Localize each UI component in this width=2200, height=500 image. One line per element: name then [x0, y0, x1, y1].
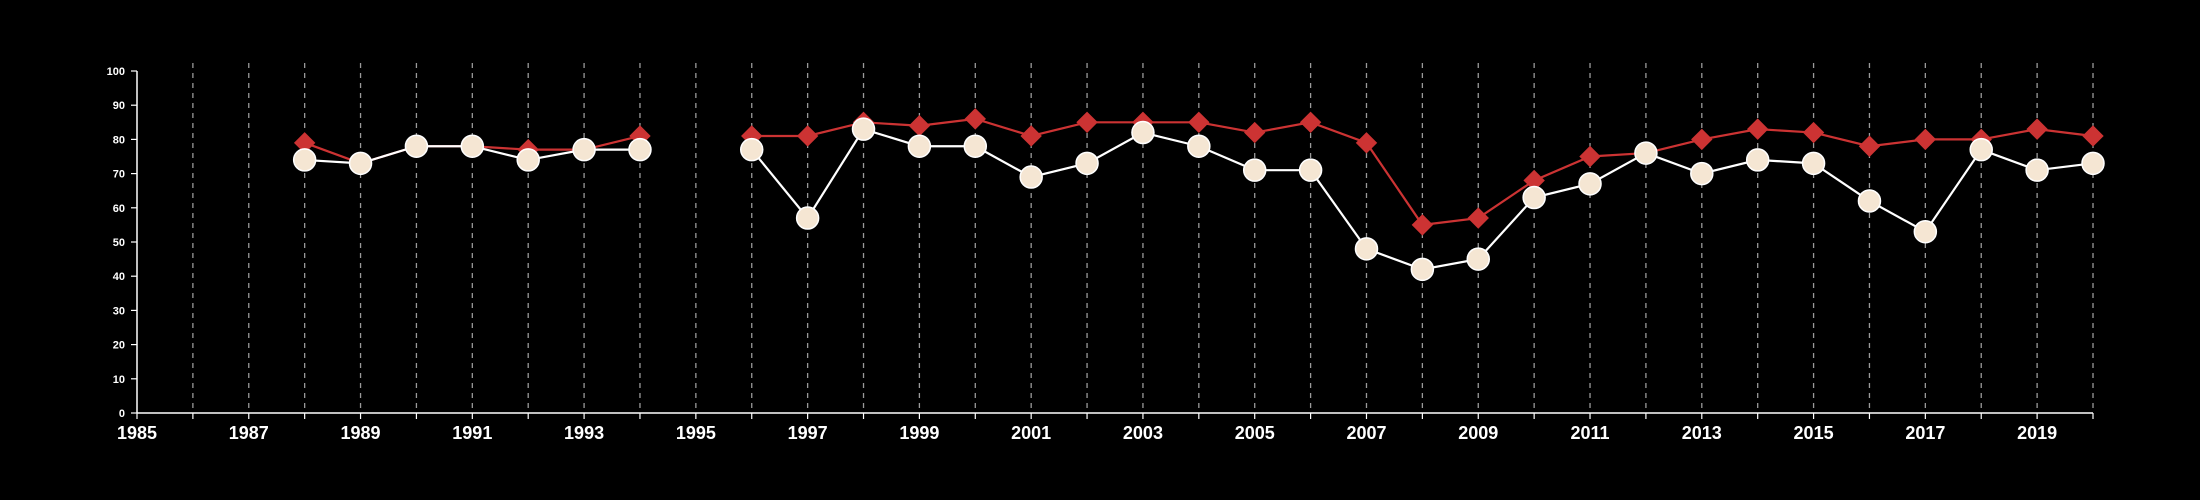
data-point-diamond: [1914, 128, 1937, 151]
data-point-diamond: [1299, 111, 1322, 134]
data-point-diamond: [964, 108, 986, 130]
x-tick-label: 2017: [1905, 423, 1945, 443]
data-point-circle: [1354, 237, 1379, 261]
data-point-diamond: [1691, 128, 1713, 151]
y-tick-label: 10: [113, 374, 125, 386]
data-point-diamond: [1411, 214, 1434, 236]
y-tick-label: 60: [113, 203, 125, 215]
data-point-circle: [1298, 158, 1323, 182]
data-point-diamond: [796, 125, 819, 147]
data-point-circle: [1578, 172, 1602, 196]
data-point-circle: [1857, 189, 1882, 213]
data-point-circle: [572, 137, 596, 162]
x-tick-label: 2001: [1011, 423, 1051, 443]
x-tick-label: 2007: [1346, 423, 1386, 443]
x-tick-label: 1995: [676, 423, 716, 443]
data-point-diamond: [1746, 118, 1769, 140]
data-point-circle: [404, 134, 429, 158]
x-tick-label: 2019: [2017, 423, 2057, 443]
grid-lines: [192, 63, 2094, 413]
data-point-circle: [460, 134, 485, 158]
x-tick-label: 2005: [1235, 423, 1275, 443]
data-point-circle: [1801, 151, 1826, 176]
data-point-circle: [1019, 165, 1043, 189]
data-point-circle: [739, 137, 764, 162]
x-tick-label: 1993: [564, 423, 604, 443]
data-point-circle: [795, 206, 820, 230]
data-point-circle: [1187, 134, 1211, 158]
x-tick-label: 1991: [452, 423, 492, 443]
data-point-circle: [1969, 137, 1993, 162]
data-point-circle: [1466, 247, 1491, 271]
data-point-circle: [1745, 148, 1770, 172]
y-tick-label: 100: [107, 66, 125, 78]
y-tick-label: 20: [113, 340, 125, 352]
data-point-circle: [1075, 151, 1099, 176]
y-tick-label: 90: [113, 100, 125, 112]
y-tick-label: 50: [113, 237, 125, 249]
data-point-circle: [1242, 158, 1267, 182]
x-tick-label: 1999: [899, 423, 939, 443]
y-tick-label: 30: [113, 305, 125, 317]
series-group: [292, 108, 2105, 282]
data-point-circle: [516, 148, 540, 172]
y-tick-label: 70: [113, 169, 125, 181]
data-point-circle: [1913, 219, 1938, 244]
data-point-circle: [1690, 161, 1714, 186]
data-point-diamond: [1858, 135, 1881, 157]
x-tick-label: 2013: [1682, 423, 1722, 443]
x-tick-label: 1989: [341, 423, 381, 443]
series-2: [292, 117, 2105, 282]
x-tick-label: 2011: [1570, 423, 1609, 443]
data-point-circle: [348, 151, 373, 176]
data-point-diamond: [1188, 111, 1210, 134]
x-tick-label: 1997: [788, 423, 828, 443]
data-point-diamond: [1579, 145, 1601, 168]
x-tick-label: 2015: [1794, 423, 1834, 443]
data-point-circle: [2025, 158, 2049, 182]
axes: 0 10 20 30 40 50 60 70 80 90 100 1985 1987 1989 1991 19…: [107, 66, 2094, 443]
data-point-circle: [1131, 120, 1155, 145]
data-point-diamond: [1355, 132, 1378, 154]
data-point-diamond: [1244, 121, 1266, 144]
data-point-circle: [2081, 151, 2105, 176]
data-point-circle: [1634, 141, 1658, 165]
x-tick-label: 2003: [1123, 423, 1163, 443]
x-tick-label: 1985: [117, 423, 157, 443]
y-tick-label: 80: [113, 134, 125, 146]
data-point-diamond: [1467, 207, 1489, 229]
data-point-diamond: [2026, 118, 2048, 140]
data-point-circle: [292, 148, 317, 172]
data-point-circle: [907, 134, 932, 158]
data-point-circle: [851, 117, 876, 141]
x-tick-label: 2009: [1458, 423, 1498, 443]
y-tick-label: 0: [119, 408, 125, 420]
data-point-diamond: [1020, 125, 1042, 147]
x-tick-label: 1987: [229, 423, 269, 443]
data-point-diamond: [1076, 111, 1098, 134]
data-point-circle: [963, 134, 988, 158]
data-point-circle: [628, 137, 652, 162]
data-point-diamond: [2082, 125, 2104, 147]
y-tick-label: 40: [113, 271, 125, 283]
data-point-circle: [1522, 185, 1546, 210]
data-point-diamond: [1802, 121, 1825, 144]
data-point-circle: [1410, 257, 1435, 282]
